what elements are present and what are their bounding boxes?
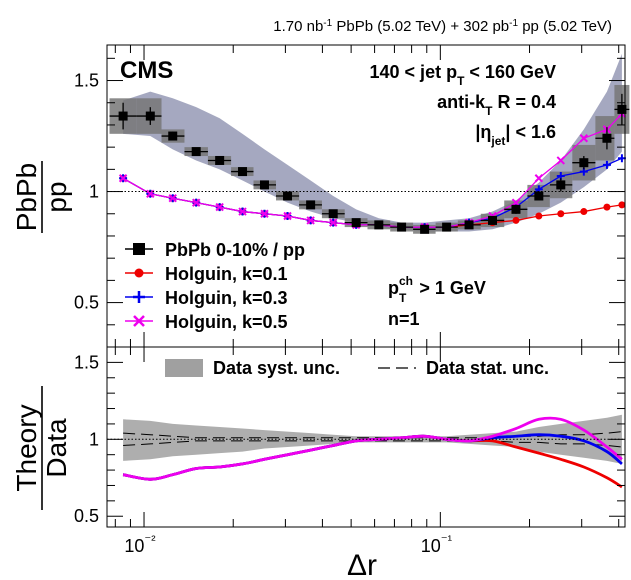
x-tick-label: 10⁻¹ — [421, 532, 453, 556]
data-point — [306, 216, 315, 225]
data-point — [118, 111, 128, 121]
data-point — [283, 191, 293, 201]
legend-label-k03: Holguin, k=0.3 — [165, 288, 288, 308]
bottom-ylabel-denominator: Data — [41, 418, 72, 478]
axes-layer: 10⁻² 10⁻¹ 0.5 1 1.5 0.5 1 1.5 — [74, 44, 626, 556]
bottom-y-tick-label: 1 — [89, 429, 99, 449]
data-point — [556, 180, 566, 190]
data-point — [534, 191, 544, 201]
lumi-header: 1.70 nb-1 PbPb (5.02 TeV) + 302 pb-1 pp … — [273, 18, 612, 36]
cross-marker-icon — [133, 291, 145, 303]
gray-box-icon — [165, 359, 203, 377]
square-marker-icon — [133, 243, 145, 255]
data-point — [215, 202, 224, 212]
legend-label-pbpb: PbPb 0-10% / pp — [165, 240, 305, 260]
legend-item-syst: Data syst. unc. — [165, 358, 340, 378]
data-point — [191, 147, 201, 157]
legend-item-k01: Holguin, k=0.1 — [125, 264, 288, 284]
data-point — [602, 133, 612, 143]
data-point — [328, 209, 338, 219]
data-point — [602, 160, 611, 169]
data-point — [168, 131, 178, 141]
data-point — [259, 180, 269, 190]
bottom-panel-frame — [106, 346, 626, 528]
data-point — [145, 111, 155, 121]
top-y-axis-label: PbPb pp — [11, 161, 72, 233]
data-point — [534, 174, 544, 183]
top-y-tick-label: 1 — [89, 182, 99, 202]
data-point — [215, 155, 225, 165]
bottom-series-layer — [122, 416, 623, 489]
data-point — [580, 208, 588, 216]
data-point — [579, 134, 589, 143]
top-uncertainty-band — [123, 53, 622, 232]
top-y-tick-label: 0.5 — [74, 293, 99, 313]
data-point — [535, 212, 543, 220]
legend-item-stat: Data stat. unc. — [378, 358, 549, 378]
data-point — [351, 218, 361, 228]
ratio-curve-holguin-k-0-5 — [122, 416, 623, 481]
legend-item-k05: Holguin, k=0.5 — [125, 312, 288, 332]
legend-label-stat: Data stat. unc. — [426, 358, 549, 378]
data-point — [238, 167, 248, 177]
data-point — [618, 201, 626, 209]
data-point — [617, 104, 627, 114]
data-point — [557, 210, 565, 218]
track-pt-label: pch T > 1 GeV — [388, 274, 486, 305]
data-point — [329, 218, 338, 227]
data-point — [283, 211, 292, 221]
data-point — [191, 198, 201, 207]
data-point — [397, 222, 407, 232]
bottom-y-tick-label: 1.5 — [74, 352, 99, 372]
legend-label-k01: Holguin, k=0.1 — [165, 264, 288, 284]
top-y-tick-label: 1.5 — [74, 71, 99, 91]
x-marker-icon — [133, 315, 145, 327]
top-ylabel-numerator: PbPb — [11, 163, 42, 232]
eta-range-label: |ηjet| < 1.6 — [475, 122, 556, 148]
top-ylabel-denominator: pp — [41, 181, 72, 212]
legend-label-k05: Holguin, k=0.5 — [165, 312, 288, 332]
x-axis-label: Δr — [347, 549, 377, 580]
bottom-y-axis-label: Theory Data — [11, 386, 72, 510]
cms-label: CMS — [120, 57, 173, 84]
data-point — [488, 215, 498, 225]
jet-algorithm-label: anti-kT R = 0.4 — [437, 92, 556, 118]
data-point — [168, 194, 177, 203]
data-point — [579, 158, 589, 168]
data-point — [238, 207, 247, 216]
bottom-y-tick-label: 0.5 — [74, 506, 99, 526]
data-point — [464, 220, 474, 230]
data-point — [260, 209, 269, 218]
x-tick-label: 10⁻² — [124, 532, 156, 556]
bottom-legend: Data syst. unc. Data stat. unc. — [165, 358, 549, 378]
stat-band-lower — [123, 440, 622, 448]
data-point — [374, 220, 384, 230]
legend-item-pbpb: PbPb 0-10% / pp — [125, 240, 305, 260]
data-point — [306, 200, 316, 210]
jet-pt-label: 140 < jet pT < 160 GeV — [370, 62, 556, 88]
top-series-layer — [109, 93, 630, 234]
bottom-ylabel-numerator: Theory — [11, 404, 42, 491]
data-point — [420, 224, 430, 234]
data-point — [442, 222, 452, 232]
data-point — [512, 216, 520, 224]
data-point — [118, 174, 128, 183]
data-point — [556, 156, 565, 165]
circle-marker-icon — [134, 268, 144, 278]
legend-label-syst: Data syst. unc. — [213, 358, 340, 378]
top-legend: PbPb 0-10% / pp Holguin, k=0.1 Holguin, … — [125, 240, 305, 332]
n-label: n=1 — [388, 309, 420, 329]
legend-item-k03: Holguin, k=0.3 — [125, 288, 288, 308]
data-point — [511, 204, 521, 214]
data-point — [603, 203, 611, 211]
